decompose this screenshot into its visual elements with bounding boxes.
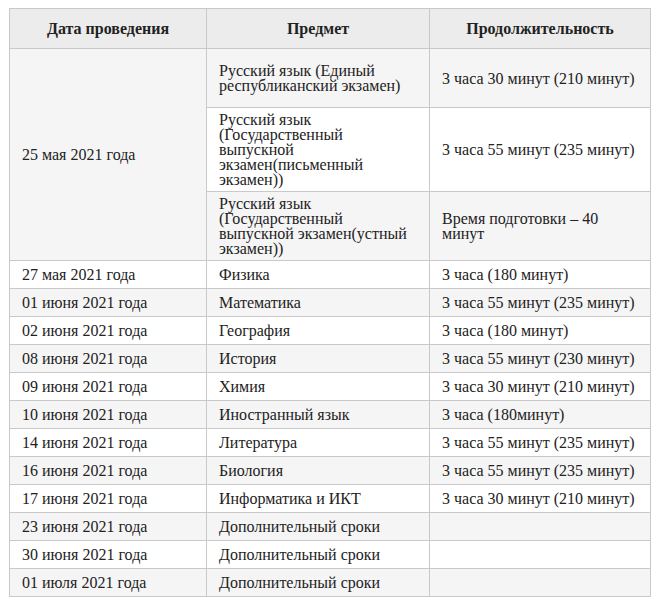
exam-schedule-table: Дата проведения Предмет Продолжительност… [9, 8, 651, 597]
table-row: 30 июня 2021 годаДополнительный сроки [10, 541, 651, 569]
table-body: 25 мая 2021 годаРусский язык (Единый рес… [10, 49, 651, 597]
subject-cell: Физика [207, 261, 430, 289]
duration-cell: 3 часа 55 минут (235 минут) [430, 429, 651, 457]
duration-cell: 3 часа 30 минут (210 минут) [430, 49, 651, 108]
subject-cell: Дополнительный сроки [207, 513, 430, 541]
subject-cell: Дополнительный сроки [207, 569, 430, 597]
subject-cell: Химия [207, 373, 430, 401]
table-row: 17 июня 2021 годаИнформатика и ИКТ3 часа… [10, 485, 651, 513]
date-cell: 17 июня 2021 года [10, 485, 207, 513]
subject-cell: Русский язык (Единый республиканский экз… [207, 49, 430, 108]
header-row: Дата проведения Предмет Продолжительност… [10, 9, 651, 49]
table-row: 10 июня 2021 годаИностранный язык3 часа … [10, 401, 651, 429]
date-cell: 01 июня 2021 года [10, 289, 207, 317]
date-cell: 25 мая 2021 года [10, 49, 207, 261]
subject-cell: Математика [207, 289, 430, 317]
header-cell-subject: Предмет [207, 9, 430, 49]
date-cell: 02 июня 2021 года [10, 317, 207, 345]
duration-cell: 3 часа 55 минут (235 минут) [430, 289, 651, 317]
date-cell: 14 июня 2021 года [10, 429, 207, 457]
duration-cell: 3 часа 55 минут (230 минут) [430, 345, 651, 373]
duration-cell: 3 часа 30 минут (210 минут) [430, 485, 651, 513]
table-row: 16 июня 2021 годаБиология3 часа 55 минут… [10, 457, 651, 485]
table-row: 01 июня 2021 годаМатематика3 часа 55 мин… [10, 289, 651, 317]
duration-cell: 3 часа (180минут) [430, 401, 651, 429]
table-row: 27 мая 2021 годаФизика3 часа (180 минут) [10, 261, 651, 289]
table-row: 14 июня 2021 годаЛитература3 часа 55 мин… [10, 429, 651, 457]
subject-cell: Русский язык (Государственный выпускной … [207, 108, 430, 192]
table-row: 01 июля 2021 годаДополнительный сроки [10, 569, 651, 597]
table-row: 25 мая 2021 годаРусский язык (Единый рес… [10, 49, 651, 108]
table-row: 08 июня 2021 годаИстория3 часа 55 минут … [10, 345, 651, 373]
duration-cell [430, 569, 651, 597]
table-row: 02 июня 2021 годаГеография3 часа (180 ми… [10, 317, 651, 345]
date-cell: 16 июня 2021 года [10, 457, 207, 485]
duration-cell: 3 часа 55 минут (235 минут) [430, 457, 651, 485]
duration-cell [430, 513, 651, 541]
duration-cell: 3 часа (180 минут) [430, 261, 651, 289]
table-row: 23 июня 2021 годаДополнительный сроки [10, 513, 651, 541]
duration-cell: Время подготовки – 40 минут [430, 192, 651, 261]
date-cell: 01 июля 2021 года [10, 569, 207, 597]
subject-cell: Литература [207, 429, 430, 457]
subject-cell: Дополнительный сроки [207, 541, 430, 569]
date-cell: 27 мая 2021 года [10, 261, 207, 289]
duration-cell: 3 часа (180 минут) [430, 317, 651, 345]
duration-cell: 3 часа 30 минут (210 минут) [430, 373, 651, 401]
header-cell-date: Дата проведения [10, 9, 207, 49]
date-cell: 10 июня 2021 года [10, 401, 207, 429]
date-cell: 23 июня 2021 года [10, 513, 207, 541]
duration-cell: 3 часа 55 минут (235 минут) [430, 108, 651, 192]
header-cell-duration: Продолжительность [430, 9, 651, 49]
subject-cell: История [207, 345, 430, 373]
subject-cell: Иностранный язык [207, 401, 430, 429]
subject-cell: Русский язык (Государственный выпускной … [207, 192, 430, 261]
date-cell: 08 июня 2021 года [10, 345, 207, 373]
date-cell: 30 июня 2021 года [10, 541, 207, 569]
page: Дата проведения Предмет Продолжительност… [0, 0, 659, 602]
subject-cell: География [207, 317, 430, 345]
table-row: 09 июня 2021 годаХимия3 часа 30 минут (2… [10, 373, 651, 401]
duration-cell [430, 541, 651, 569]
date-cell: 09 июня 2021 года [10, 373, 207, 401]
subject-cell: Биология [207, 457, 430, 485]
subject-cell: Информатика и ИКТ [207, 485, 430, 513]
